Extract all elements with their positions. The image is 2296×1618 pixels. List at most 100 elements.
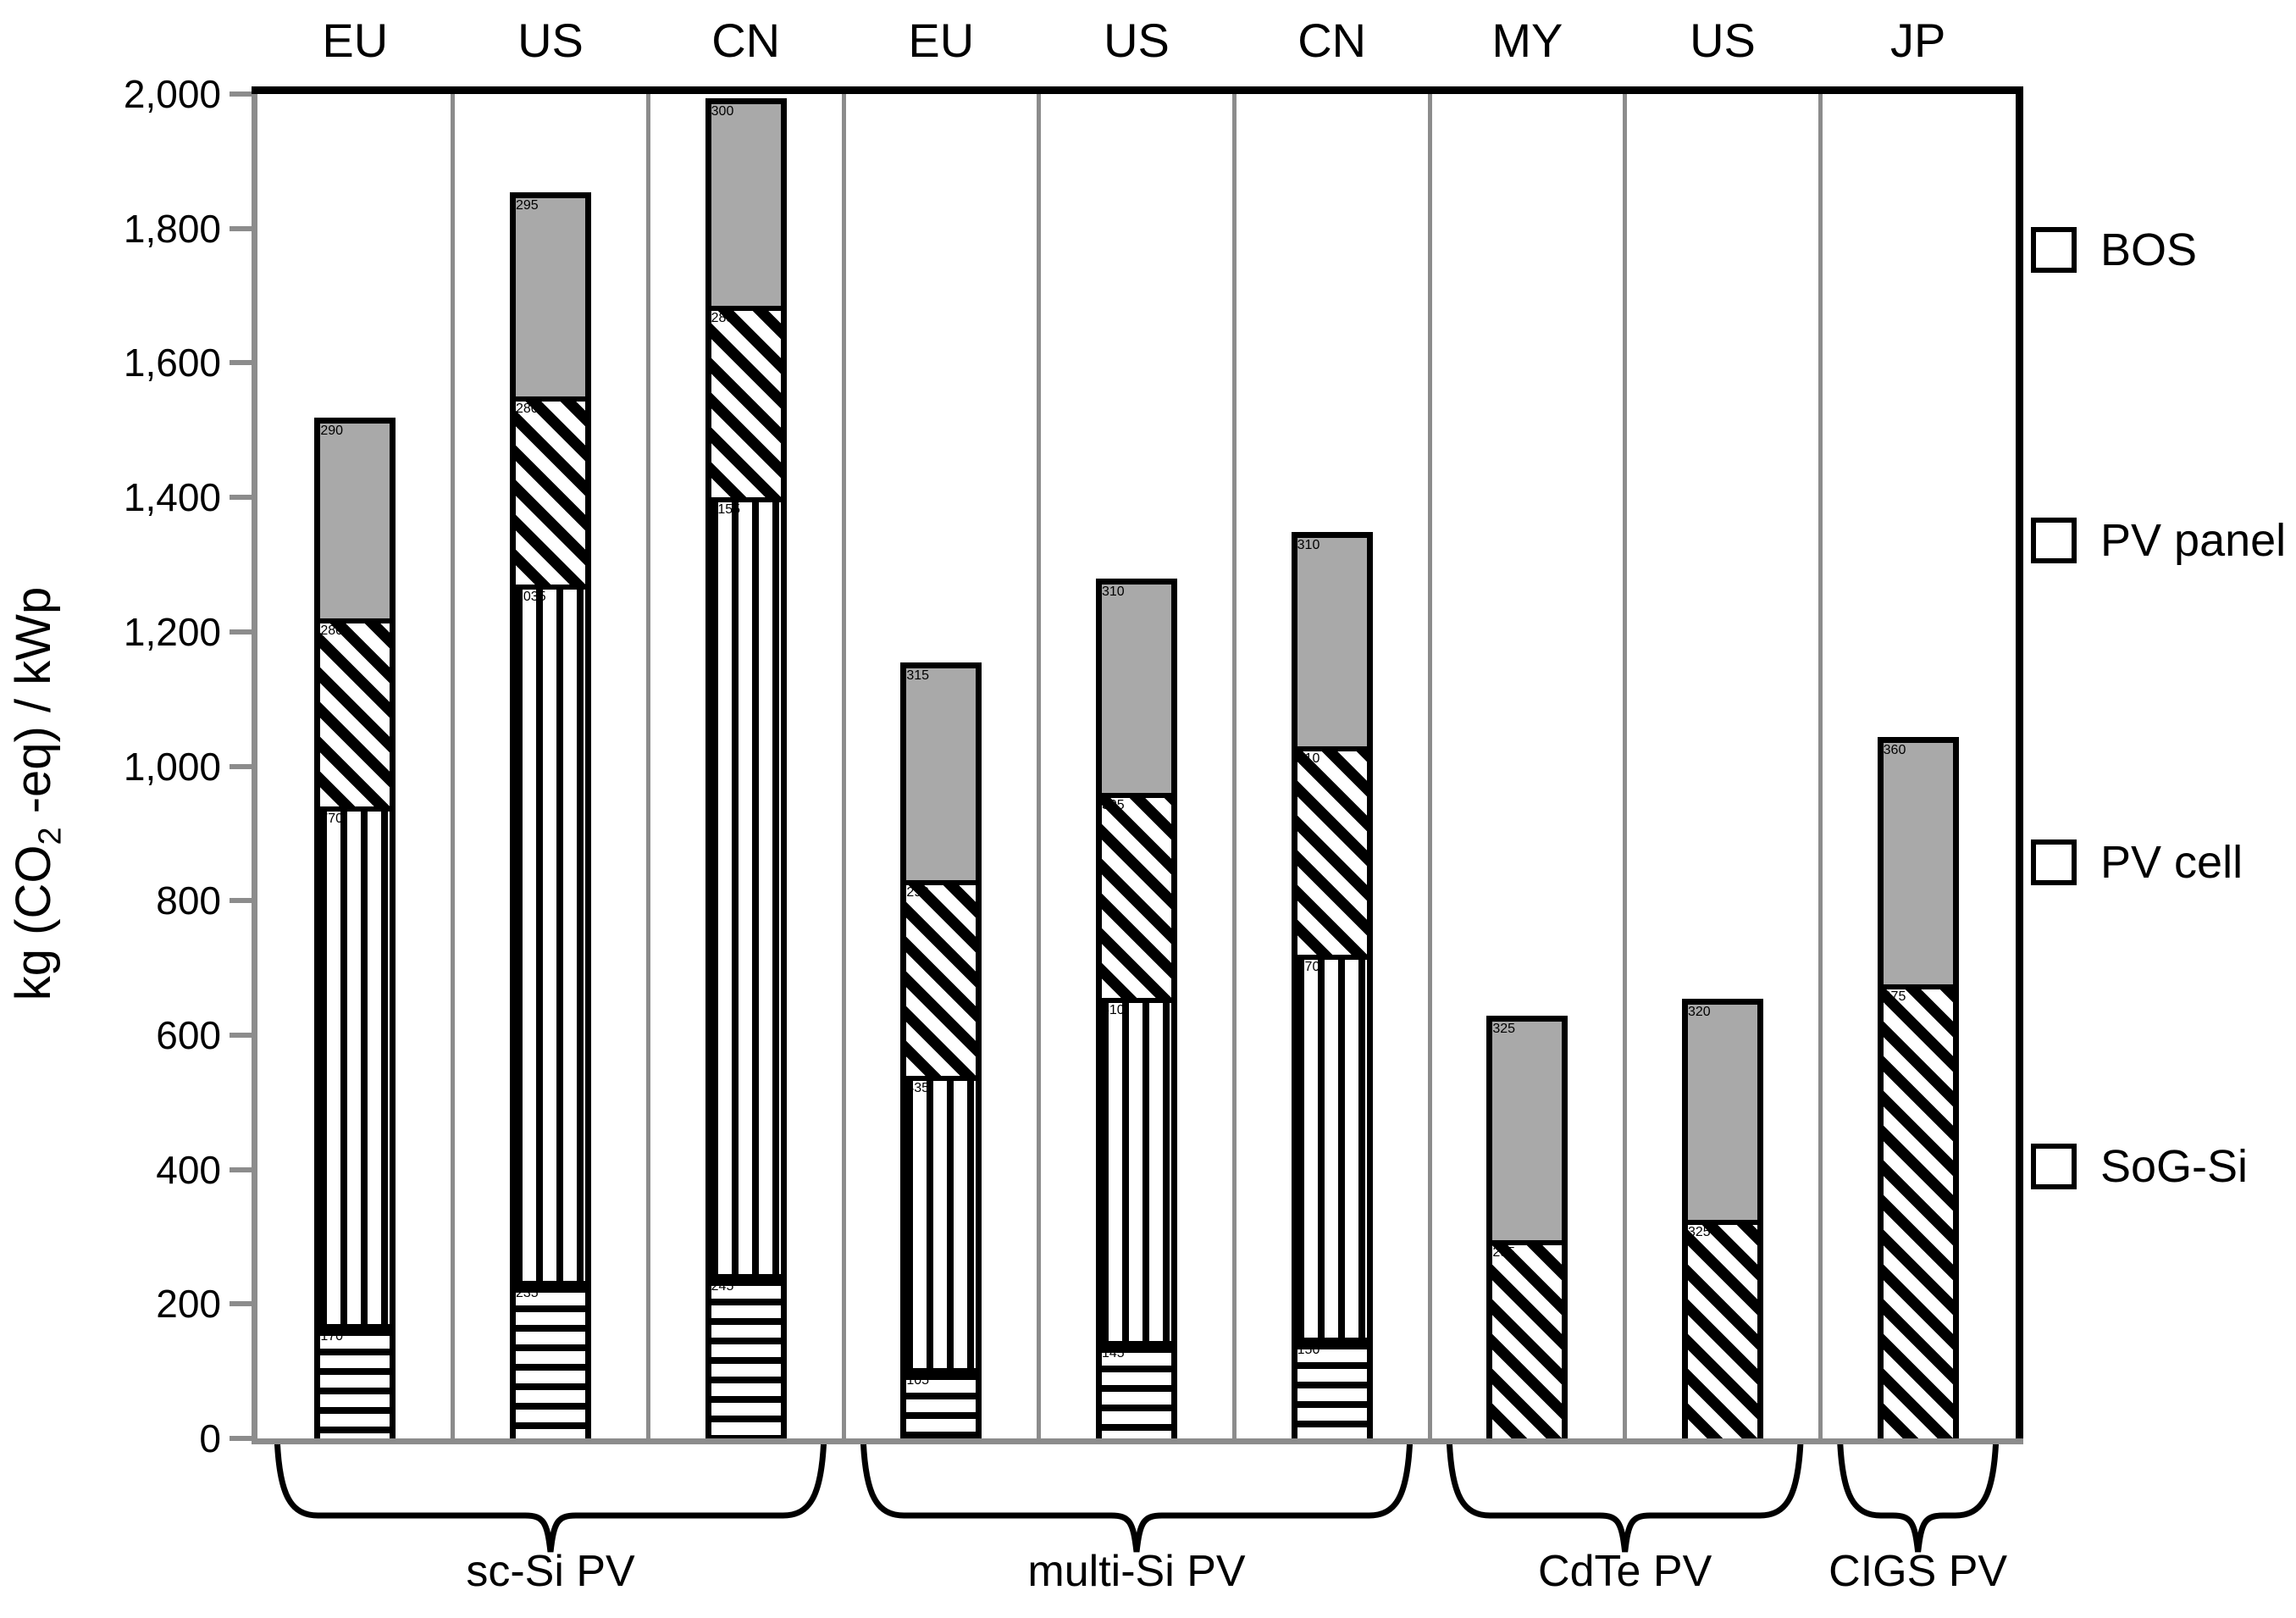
y-tick-mark	[230, 1166, 252, 1172]
column-separator	[1623, 94, 1628, 1438]
x-axis-line	[252, 1438, 2023, 1444]
bar-cdte-pv-us: 325 320	[1682, 999, 1763, 1438]
region-label: US	[1104, 14, 1170, 67]
region-label: CN	[1297, 14, 1367, 67]
segment-bos: 315	[906, 668, 976, 881]
group-label: CIGS PV	[1829, 1547, 2008, 1596]
region-label: EU	[908, 14, 975, 67]
bar-multi-si-pv-eu: 105 435 290 315	[900, 662, 982, 1438]
group-brace	[1837, 1441, 2000, 1553]
segment-pv-panel: 675	[1883, 984, 1953, 1438]
group-brace	[1446, 1441, 1804, 1553]
segment-pv-panel: 305	[1102, 793, 1171, 999]
y-tick-mark	[230, 1436, 252, 1441]
y-tick-label: 1,200	[123, 609, 221, 654]
bar-multi-si-pv-cn: 150 570 310 310	[1291, 531, 1373, 1438]
segment-pv-cell: 510	[1102, 998, 1171, 1341]
segment-pv-panel: 285	[711, 305, 781, 498]
y-tick-mark	[230, 1301, 252, 1307]
region-label: US	[517, 14, 584, 67]
segment-bos: 325	[1492, 1022, 1563, 1240]
group-label: CdTe PV	[1538, 1547, 1712, 1596]
segment-pv-panel: 280	[516, 396, 585, 585]
y-tick-label: 400	[156, 1147, 221, 1192]
column-separator	[1231, 94, 1237, 1438]
segment-bos: 360	[1883, 742, 1953, 985]
y-tick-mark	[230, 360, 252, 366]
segment-bos: 310	[1102, 585, 1171, 794]
y-tick-label: 2,000	[123, 72, 221, 116]
plot-top-border	[252, 86, 2023, 94]
y-tick-label: 1,800	[123, 206, 221, 251]
segment-sog-si: 150	[1297, 1337, 1367, 1438]
segment-pv-cell: 570	[1297, 954, 1367, 1338]
y-tick-label: 600	[156, 1012, 221, 1057]
segment-bos: 310	[1297, 537, 1367, 746]
segment-pv-cell: 1035	[516, 585, 585, 1281]
bar-multi-si-pv-us: 145 510 305 310	[1096, 579, 1177, 1438]
column-separator	[1817, 94, 1823, 1438]
segment-sog-si: 105	[906, 1367, 976, 1438]
y-tick-mark	[230, 898, 252, 904]
y-tick-mark	[230, 1032, 252, 1038]
group-label: sc-Si PV	[466, 1547, 635, 1596]
region-label: EU	[322, 14, 389, 67]
y-tick-mark	[230, 495, 252, 501]
column-separator	[451, 94, 456, 1438]
group-brace	[274, 1441, 827, 1553]
segment-pv-panel: 280	[320, 618, 390, 807]
bar-sc-si-pv-cn: 245 1155 285 300	[705, 97, 787, 1438]
legend-label-sog-si: SoG-Si	[2100, 1141, 2249, 1192]
segment-bos: 290	[320, 423, 390, 618]
segment-sog-si: 145	[1102, 1340, 1171, 1438]
y-axis-line	[252, 94, 257, 1444]
segment-pv-cell: 435	[906, 1075, 976, 1368]
segment-pv-cell: 770	[320, 806, 390, 1325]
y-tick-mark	[230, 225, 252, 231]
segment-bos: 320	[1688, 1005, 1757, 1221]
segment-sog-si: 170	[320, 1324, 390, 1438]
region-label: US	[1690, 14, 1756, 67]
legend-label-pv-cell: PV cell	[2100, 837, 2243, 888]
y-tick-label: 1,600	[123, 341, 221, 385]
segment-pv-cell: 1155	[711, 497, 781, 1274]
legend-swatch-pv-cell	[2031, 839, 2077, 885]
legend-swatch-bos	[2031, 227, 2077, 273]
column-separator	[1037, 94, 1042, 1438]
y-tick-label: 0	[199, 1416, 221, 1460]
segment-sog-si: 235	[516, 1280, 585, 1438]
legend-swatch-pv-panel	[2031, 518, 2077, 563]
column-separator	[1427, 94, 1432, 1438]
segment-pv-panel: 295	[1492, 1239, 1563, 1438]
group-label: multi-Si PV	[1027, 1547, 1246, 1596]
segment-pv-panel: 290	[906, 880, 976, 1076]
y-tick-mark	[230, 763, 252, 769]
bar-cdte-pv-my: 295 325	[1486, 1016, 1568, 1438]
column-separator	[841, 94, 846, 1438]
segment-bos: 300	[711, 103, 781, 306]
segment-pv-panel: 310	[1297, 745, 1367, 955]
y-tick-label: 200	[156, 1282, 221, 1327]
y-tick-mark	[230, 629, 252, 634]
legend-label-bos: BOS	[2100, 224, 2198, 275]
column-separator	[645, 94, 650, 1438]
region-label: JP	[1889, 14, 1946, 67]
segment-bos: 295	[516, 197, 585, 397]
y-tick-label: 800	[156, 878, 221, 923]
region-label: MY	[1491, 14, 1563, 67]
legend-swatch-sog-si	[2031, 1144, 2077, 1189]
y-tick-mark	[230, 91, 252, 97]
segment-pv-panel: 325	[1688, 1220, 1757, 1438]
legend-label-pv-panel: PV panel	[2100, 515, 2287, 566]
group-brace	[860, 1441, 1414, 1553]
plot-right-border	[2016, 86, 2023, 1438]
bar-sc-si-pv-us: 235 1035 280 295	[510, 191, 591, 1438]
bar-sc-si-pv-eu: 170 770 280 290	[314, 417, 396, 1438]
y-axis-title-subscript: 2	[32, 827, 69, 845]
y-tick-label: 1,400	[123, 475, 221, 520]
bar-cigs-pv-jp: 675 360	[1877, 736, 1959, 1438]
y-tick-label: 1,000	[123, 744, 221, 789]
region-label: CN	[711, 14, 781, 67]
